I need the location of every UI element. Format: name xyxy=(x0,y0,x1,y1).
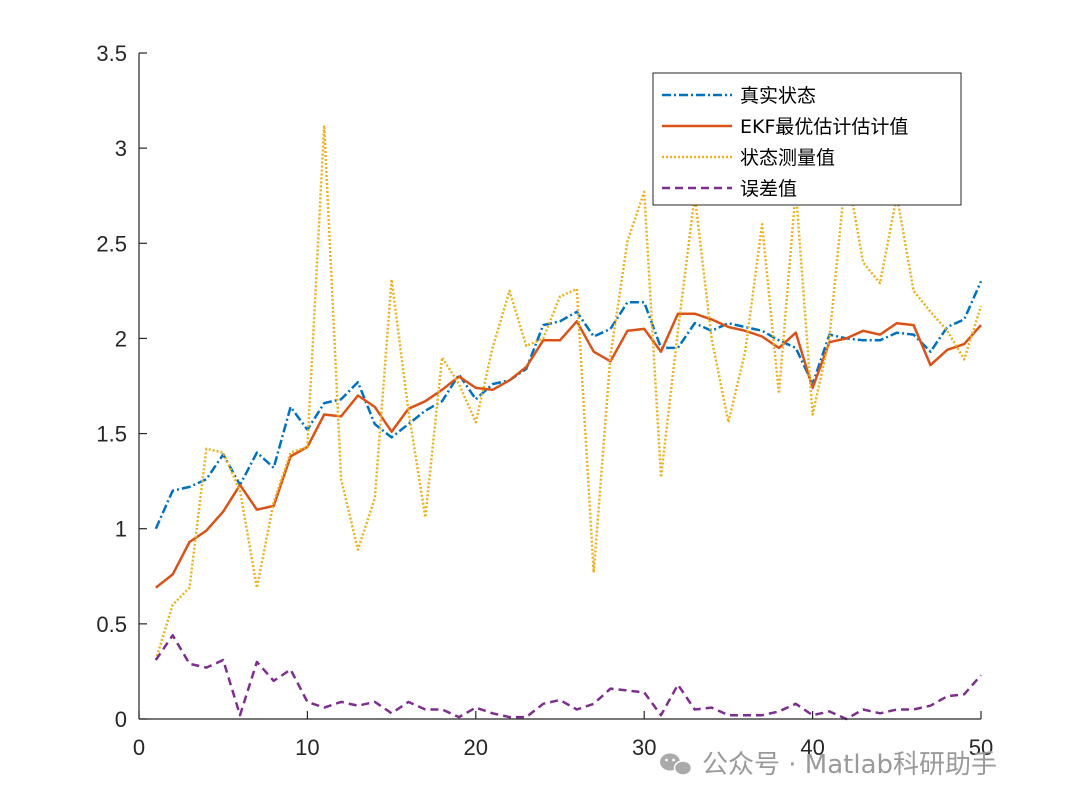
watermark-text: 公众号 · Matlab科研助手 xyxy=(702,750,997,780)
x-tick-label: 30 xyxy=(632,735,656,760)
legend-label-1: 真实状态 xyxy=(740,85,816,107)
series-line-2 xyxy=(155,312,982,589)
legend-label-3: 状态测量值 xyxy=(740,147,835,169)
y-tick-label: 2.5 xyxy=(96,231,127,256)
y-tick-label: 3 xyxy=(115,136,127,161)
x-tick-label: 50 xyxy=(969,735,993,760)
legend-label-2: EKF最优估计估计值 xyxy=(740,116,908,138)
x-tick-label: 40 xyxy=(800,735,824,760)
y-tick-label: 1 xyxy=(115,517,127,542)
y-tick-label: 0 xyxy=(115,707,127,732)
y-tick-label: 2 xyxy=(115,326,127,351)
y-tick-label: 3.5 xyxy=(96,41,127,66)
x-tick-label: 20 xyxy=(464,735,488,760)
legend-label-4: 误差值 xyxy=(740,178,797,200)
watermark: 公众号 · Matlab科研助手 xyxy=(660,750,997,780)
series-line-4 xyxy=(154,634,982,721)
x-tick-label: 0 xyxy=(133,735,145,760)
wechat-icon xyxy=(660,753,693,776)
axes: 0 10 20 30 40 50 0 0.5 1 1.5 2 2.5 3 3.5 xyxy=(96,41,993,760)
y-tick-label: 1.5 xyxy=(96,422,127,447)
y-tick-label: 0.5 xyxy=(96,612,127,637)
x-tick-label: 10 xyxy=(295,735,319,760)
